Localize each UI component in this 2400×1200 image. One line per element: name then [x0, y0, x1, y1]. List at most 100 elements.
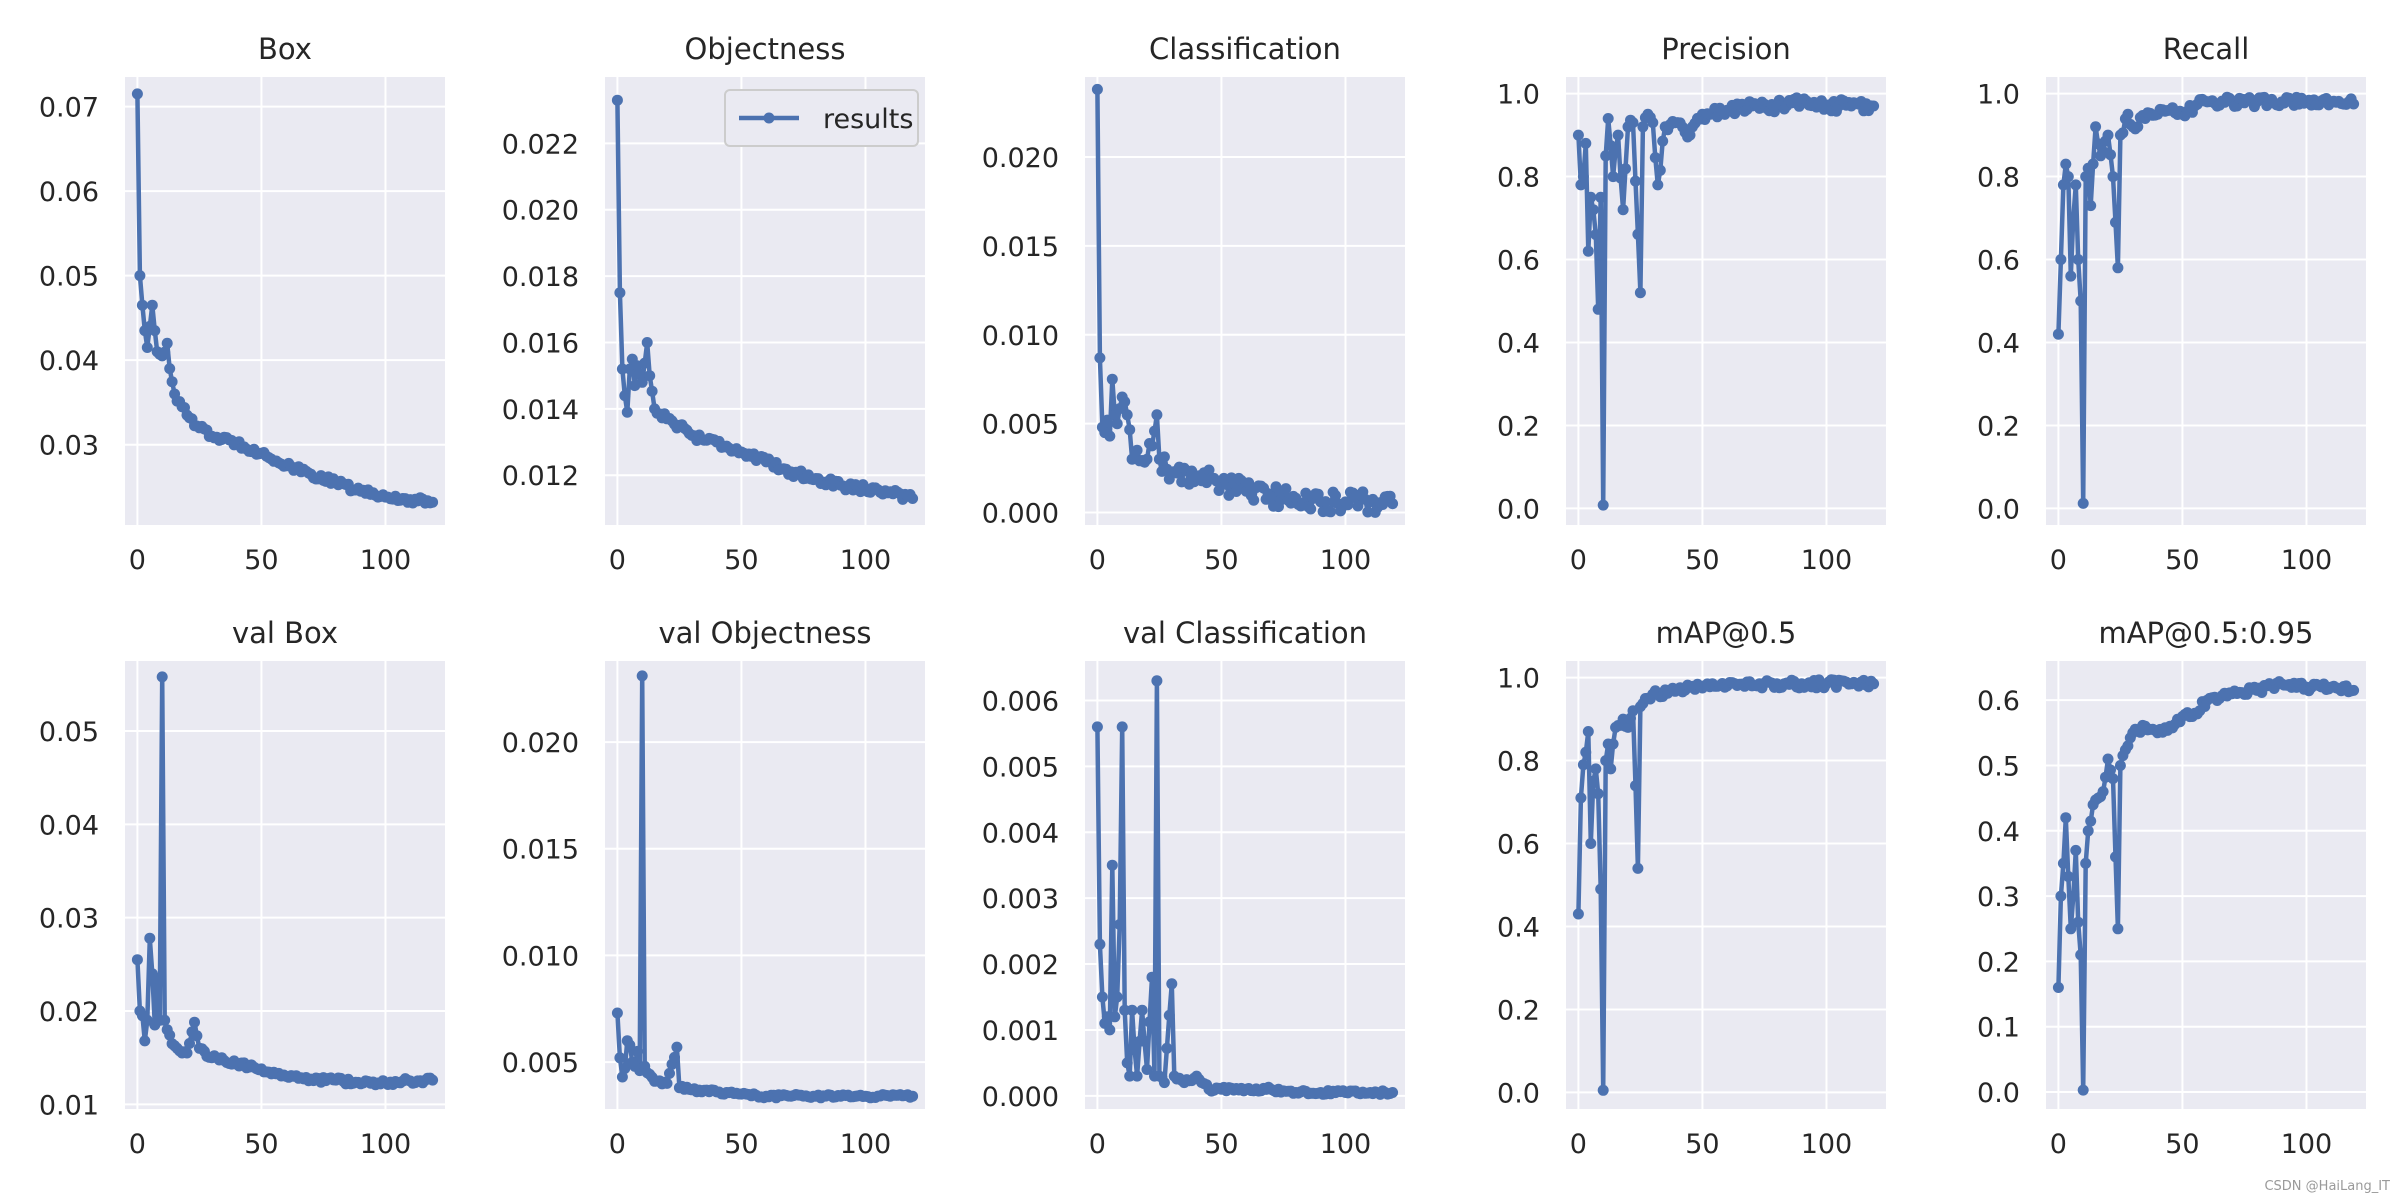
data-point — [907, 493, 919, 504]
data-point — [1637, 121, 1649, 133]
data-point — [2067, 890, 2079, 902]
data-point — [1617, 204, 1629, 216]
data-point — [1106, 373, 1118, 385]
data-point — [624, 1039, 636, 1051]
data-point — [131, 954, 143, 966]
data-point — [1600, 755, 1612, 767]
data-point — [2348, 98, 2360, 110]
data-point — [1684, 129, 1696, 141]
y-tick-label: 0.4 — [1497, 912, 1540, 943]
data-point — [1582, 726, 1594, 737]
data-point — [1610, 144, 1622, 156]
data-point — [1647, 117, 1659, 129]
x-tick-label: 50 — [244, 1129, 278, 1160]
data-point — [1139, 1035, 1150, 1047]
data-point — [1612, 129, 1624, 141]
data-point — [161, 337, 173, 349]
data-point — [2052, 982, 2064, 993]
x-tick-label: 0 — [129, 545, 146, 576]
data-point — [151, 972, 163, 984]
data-point — [1582, 245, 1594, 257]
data-point — [2080, 857, 2092, 869]
data-point — [644, 370, 656, 382]
data-point — [2112, 923, 2124, 935]
data-point — [646, 385, 658, 397]
plot-area — [125, 77, 445, 525]
data-point — [669, 1051, 680, 1063]
data-point — [1094, 352, 1106, 364]
data-point — [1126, 1004, 1138, 1016]
data-point — [2065, 923, 2077, 935]
data-point — [2062, 171, 2074, 183]
chart-title: val Objectness — [658, 616, 871, 650]
data-point — [2110, 216, 2121, 228]
data-point — [2122, 108, 2134, 120]
data-point — [1131, 444, 1143, 456]
data-point — [1580, 137, 1592, 149]
data-point — [2085, 815, 2097, 827]
data-point — [2117, 127, 2129, 139]
x-tick-label: 50 — [1204, 1129, 1238, 1160]
y-tick-label: 0.01 — [39, 1090, 99, 1121]
data-point — [2097, 786, 2109, 798]
y-tick-label: 1.0 — [1497, 664, 1540, 695]
data-point — [614, 287, 626, 299]
y-tick-label: 0.8 — [1497, 163, 1540, 194]
data-point — [1141, 453, 1153, 465]
data-point — [1590, 229, 1602, 241]
y-tick-label: 0.002 — [982, 950, 1059, 981]
x-tick-label: 100 — [1801, 545, 1853, 576]
data-point — [164, 1029, 176, 1041]
data-point — [2107, 171, 2119, 183]
x-tick-label: 50 — [244, 545, 278, 576]
data-point — [1131, 1070, 1143, 1082]
x-tick-label: 100 — [1320, 1129, 1372, 1160]
data-point — [1634, 287, 1646, 299]
y-tick-label: 0.6 — [1977, 246, 2020, 277]
data-point — [1585, 838, 1597, 849]
y-tick-label: 0.020 — [502, 196, 579, 227]
y-tick-label: 0.07 — [39, 93, 99, 124]
x-tick-label: 50 — [2165, 1129, 2199, 1160]
y-tick-label: 0.005 — [502, 1048, 579, 1079]
data-point — [641, 337, 653, 348]
chart-title: mAP@0.5 — [1656, 616, 1797, 650]
y-tick-label: 0.5 — [1977, 751, 2020, 782]
x-tick-label: 100 — [2281, 545, 2333, 576]
data-point — [2070, 844, 2082, 856]
data-point — [631, 1045, 643, 1057]
x-tick-label: 100 — [360, 545, 412, 576]
x-tick-label: 100 — [1801, 1129, 1853, 1160]
data-point — [1320, 496, 1332, 508]
data-point — [1630, 175, 1641, 187]
data-point — [1116, 721, 1128, 733]
y-tick-label: 0.04 — [39, 346, 99, 377]
y-tick-label: 0.014 — [502, 395, 579, 426]
y-tick-label: 0.020 — [502, 728, 579, 759]
data-point — [611, 94, 623, 106]
data-point — [1161, 1042, 1173, 1054]
x-tick-label: 0 — [1089, 1129, 1106, 1160]
chart-panel-6: val Box 0.01 0.02 0.03 0.04 0.05 0 50 100 — [39, 616, 445, 1160]
data-point — [1592, 788, 1604, 800]
data-point — [2055, 890, 2067, 902]
y-tick-label: 0.6 — [1497, 830, 1540, 861]
y-tick-label: 0.000 — [982, 1082, 1059, 1113]
data-point — [1094, 938, 1106, 950]
data-point — [2075, 949, 2087, 961]
x-tick-label: 50 — [2165, 545, 2199, 576]
y-tick-label: 0.010 — [502, 941, 579, 972]
data-point — [1163, 1009, 1175, 1021]
data-point — [1158, 451, 1170, 463]
data-point — [1657, 135, 1669, 147]
chart-panel-3: Classification 0.000 0.005 0.010 0.015 0.020 0… — [982, 32, 1405, 576]
data-point — [1654, 164, 1666, 176]
data-point — [1158, 1077, 1170, 1089]
data-point — [159, 1014, 171, 1026]
data-point — [1330, 490, 1341, 501]
data-point — [427, 1074, 439, 1086]
data-point — [2060, 812, 2072, 824]
data-point — [1387, 1087, 1399, 1098]
chart-panel-9: mAP@0.5 0.0 0.2 0.4 0.6 0.8 1.0 0 50 100 — [1497, 616, 1886, 1160]
chart-panel-1: Box 0.03 0.04 0.05 0.06 0.07 0 50 100 — [39, 32, 445, 576]
